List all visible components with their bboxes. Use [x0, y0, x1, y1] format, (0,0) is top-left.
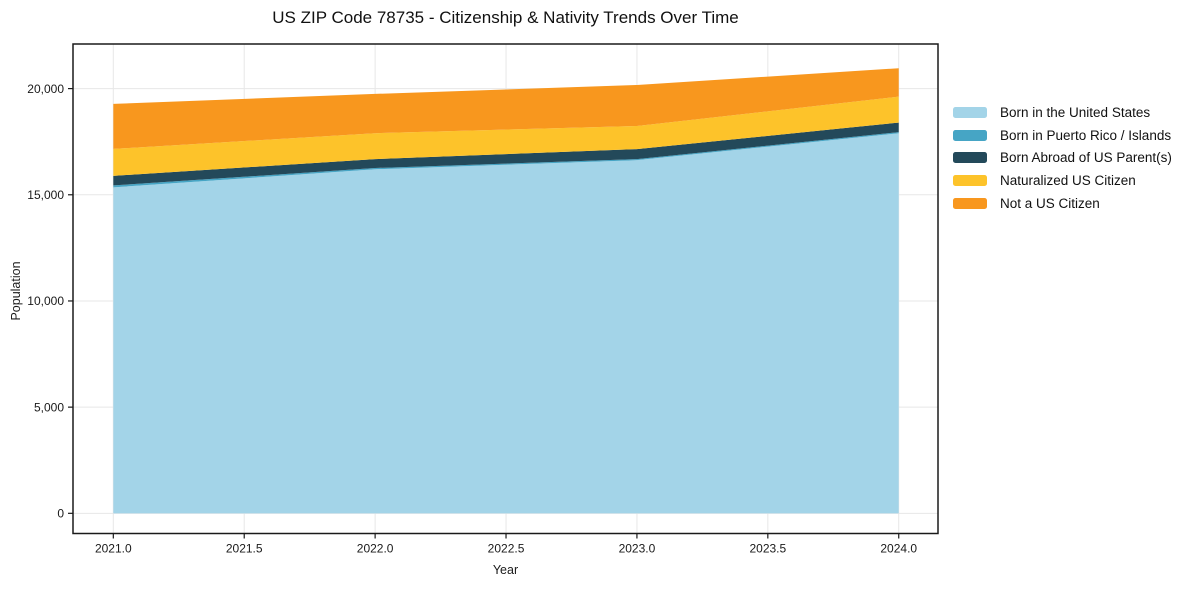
- y-tick-label: 0: [57, 507, 64, 521]
- x-axis-label: Year: [492, 563, 519, 577]
- legend-item: Born in Puerto Rico / Islands: [953, 124, 1172, 147]
- area-born-abroad-of-us-parent-s: [113, 122, 899, 186]
- legend-label: Naturalized US Citizen: [1000, 172, 1136, 188]
- y-tick-label: 15,000: [27, 188, 64, 202]
- legend-swatch: [953, 152, 987, 164]
- chart-title: US ZIP Code 78735 - Citizenship & Nativi…: [272, 8, 739, 27]
- legend-label: Not a US Citizen: [1000, 195, 1100, 211]
- legend-swatch: [953, 197, 987, 209]
- y-tick-label: 5,000: [34, 400, 64, 414]
- legend-item: Not a US Citizen: [953, 192, 1172, 215]
- area-born-in-puerto-rico-islands: [113, 132, 899, 188]
- legend-item: Born Abroad of US Parent(s): [953, 146, 1172, 169]
- legend-swatch: [953, 106, 987, 118]
- legend-swatch: [953, 174, 987, 186]
- legend-swatch: [953, 129, 987, 141]
- y-axis-label: Population: [9, 261, 23, 321]
- legend: Born in the United States Born in Puerto …: [953, 101, 1172, 214]
- legend-label: Born Abroad of US Parent(s): [1000, 150, 1172, 166]
- area-not-a-us-citizen: [113, 68, 899, 149]
- legend-label: Born in Puerto Rico / Islands: [1000, 127, 1172, 143]
- y-tick-label: 10,000: [27, 294, 64, 308]
- x-tick-label: 2022.0: [357, 542, 394, 556]
- x-tick-label: 2022.5: [488, 542, 525, 556]
- x-tick-label: 2024.0: [880, 542, 917, 556]
- x-tick-label: 2021.0: [95, 542, 132, 556]
- area-naturalized-us-citizen: [113, 96, 899, 176]
- legend-label: Born in the United States: [1000, 104, 1151, 120]
- area-born-in-the-united-states: [113, 133, 899, 514]
- y-tick-label: 20,000: [27, 82, 64, 96]
- legend-item: Born in the United States: [953, 101, 1172, 124]
- x-tick-label: 2021.5: [226, 542, 263, 556]
- legend-item: Naturalized US Citizen: [953, 169, 1172, 192]
- x-tick-label: 2023.5: [749, 542, 786, 556]
- x-tick-label: 2023.0: [619, 542, 656, 556]
